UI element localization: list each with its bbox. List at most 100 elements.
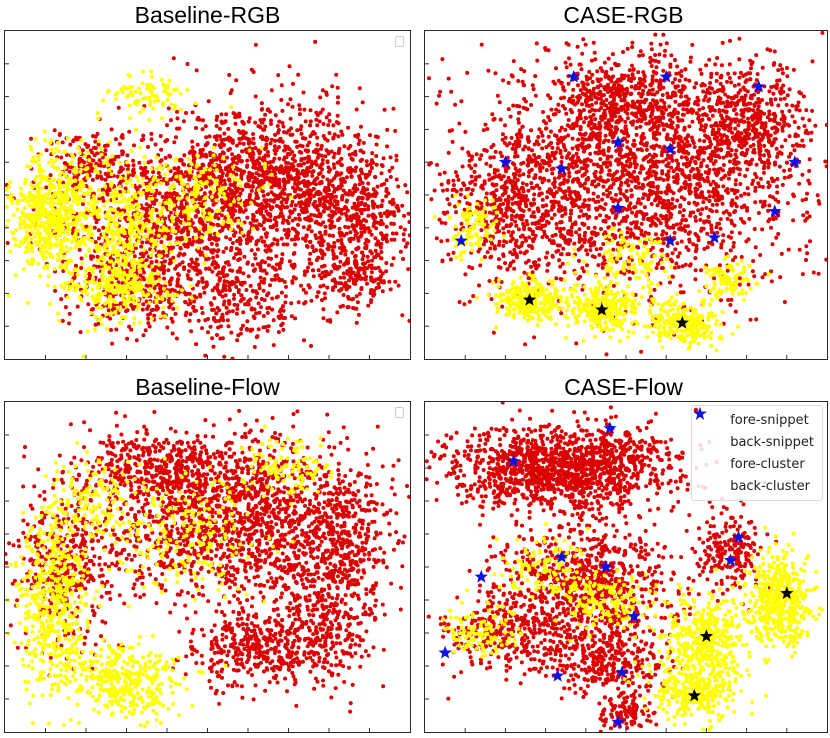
fore-snippet-point <box>170 229 175 234</box>
back-snippet-point <box>273 180 278 184</box>
fore-snippet-point <box>175 306 180 310</box>
back-snippet-point <box>60 259 65 264</box>
fore-snippet-point <box>59 250 64 255</box>
back-snippet-point <box>217 126 222 131</box>
back-snippet-point <box>191 305 196 310</box>
back-snippet-point <box>214 311 219 316</box>
back-snippet-point <box>206 330 210 335</box>
back-snippet-point <box>264 135 269 140</box>
back-snippet-point <box>281 242 286 247</box>
back-snippet-point <box>210 307 214 312</box>
fore-snippet-point <box>50 183 55 188</box>
fore-snippet-point <box>190 200 195 205</box>
back-snippet-point <box>269 277 274 282</box>
fore-snippet-point <box>83 253 88 258</box>
back-snippet-point <box>146 144 150 149</box>
fore-snippet-point <box>102 284 107 289</box>
fore-snippet-point <box>30 245 35 250</box>
back-snippet-point <box>211 202 216 207</box>
fore-snippet-point <box>101 274 105 279</box>
back-snippet-point <box>261 280 266 285</box>
back-snippet-point <box>368 133 372 138</box>
fore-snippet-point <box>27 241 31 246</box>
back-snippet-point <box>283 144 288 149</box>
fore-snippet-point <box>240 230 245 235</box>
back-snippet-point <box>140 240 145 245</box>
back-snippet-point <box>369 278 374 283</box>
back-snippet-point <box>366 195 371 200</box>
fore-snippet-point <box>107 288 112 293</box>
fore-snippet-point <box>127 294 132 299</box>
fore-snippet-point <box>163 172 167 177</box>
back-snippet-point <box>261 325 266 330</box>
fore-snippet-point <box>87 248 92 253</box>
back-snippet-point <box>311 268 316 273</box>
fore-snippet-point <box>128 269 133 274</box>
back-snippet-point <box>288 174 293 179</box>
fore-snippet-point <box>134 275 139 280</box>
back-snippet-point <box>557 258 562 263</box>
back-snippet-point <box>292 207 297 212</box>
back-snippet-point <box>223 182 228 187</box>
back-snippet-point <box>331 155 336 160</box>
back-snippet-point <box>338 304 343 309</box>
back-snippet-point <box>230 356 235 359</box>
back-snippet-point <box>258 135 263 140</box>
back-snippet-point <box>137 160 142 165</box>
back-snippet-point <box>226 126 231 131</box>
fore-snippet-point <box>181 190 186 195</box>
fore-snippet-point <box>105 156 110 161</box>
back-snippet-point <box>371 205 376 210</box>
fore-snippet-point <box>204 180 209 184</box>
back-snippet-point <box>256 124 261 129</box>
back-snippet-point <box>354 231 359 236</box>
fore-snippet-point <box>67 181 71 186</box>
back-snippet-point <box>164 204 169 209</box>
fore-snippet-point <box>137 235 142 240</box>
fore-snippet-point <box>52 194 57 199</box>
back-snippet-point <box>244 164 249 169</box>
back-snippet-point <box>223 119 228 124</box>
fore-snippet-point <box>60 204 65 209</box>
fore-snippet-point <box>24 245 29 250</box>
fore-snippet-point <box>157 201 162 206</box>
fore-snippet-point <box>117 200 122 205</box>
back-snippet-point <box>279 290 284 295</box>
back-snippet-point <box>171 196 176 201</box>
fore-snippet-point <box>69 258 74 263</box>
back-snippet-point <box>175 167 180 172</box>
back-snippet-point <box>200 326 204 331</box>
back-snippet-point <box>317 119 322 124</box>
fore-snippet-point <box>41 200 46 205</box>
fore-snippet-point <box>154 299 159 304</box>
back-snippet-point <box>140 307 145 312</box>
back-snippet-point <box>92 145 97 150</box>
back-snippet-point <box>221 249 226 254</box>
back-snippet-point <box>379 218 384 223</box>
back-snippet-point <box>142 270 146 275</box>
fore-snippet-point <box>150 218 154 223</box>
back-snippet-point <box>590 182 595 187</box>
fore-snippet-point <box>103 263 108 268</box>
fore-snippet-point <box>149 215 154 220</box>
back-snippet-point <box>210 198 215 203</box>
back-snippet-point <box>302 272 307 277</box>
back-snippet-point <box>204 154 209 159</box>
back-snippet-point <box>369 166 374 170</box>
fore-snippet-point <box>263 165 267 169</box>
fore-snippet-point <box>114 241 119 246</box>
back-snippet-point <box>315 148 320 153</box>
back-snippet-point <box>261 193 266 198</box>
fore-snippet-point <box>11 213 16 217</box>
back-snippet-point <box>182 265 187 270</box>
fore-snippet-point <box>117 212 122 217</box>
back-snippet-point <box>232 302 237 307</box>
fore-snippet-point <box>128 251 133 256</box>
fore-snippet-point <box>90 294 95 299</box>
back-snippet-point <box>223 167 228 172</box>
back-snippet-point <box>369 298 374 303</box>
back-snippet-point <box>689 135 694 140</box>
fore-snippet-point <box>193 184 198 189</box>
fore-snippet-point <box>47 251 52 256</box>
fore-snippet-point <box>156 233 161 238</box>
